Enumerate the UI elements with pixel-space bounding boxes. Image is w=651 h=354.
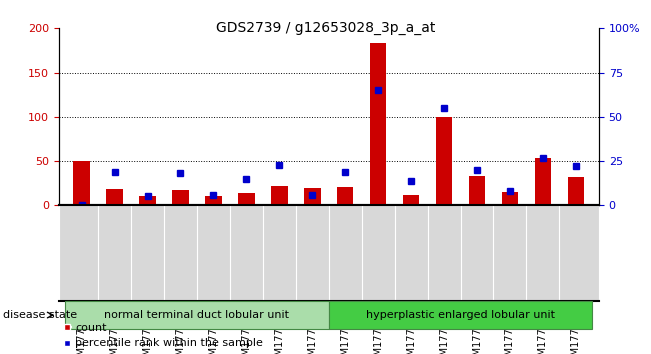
Bar <box>534 159 551 205</box>
Bar <box>502 192 518 205</box>
Bar <box>436 117 452 205</box>
Text: disease state: disease state <box>3 310 77 320</box>
Text: GDS2739 / g12653028_3p_a_at: GDS2739 / g12653028_3p_a_at <box>216 21 435 35</box>
Bar <box>238 193 255 205</box>
Bar <box>106 189 123 205</box>
Bar <box>370 44 387 205</box>
Bar <box>403 195 419 205</box>
Bar <box>304 188 320 205</box>
Bar <box>173 190 189 205</box>
Text: hyperplastic enlarged lobular unit: hyperplastic enlarged lobular unit <box>366 310 555 320</box>
Bar <box>469 176 485 205</box>
Bar <box>205 195 222 205</box>
Text: normal terminal duct lobular unit: normal terminal duct lobular unit <box>104 310 290 320</box>
Legend: count, percentile rank within the sample: count, percentile rank within the sample <box>64 323 263 348</box>
Bar <box>139 195 156 205</box>
Bar <box>74 161 90 205</box>
Bar <box>337 187 353 205</box>
Bar <box>65 301 329 329</box>
Bar <box>329 301 592 329</box>
Bar <box>271 186 288 205</box>
Bar <box>568 177 584 205</box>
